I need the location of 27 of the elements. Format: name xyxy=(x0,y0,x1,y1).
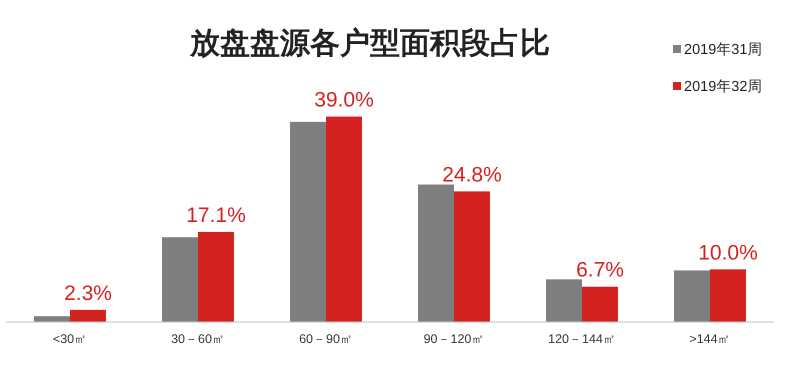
bar xyxy=(546,279,582,322)
data-label: 10.0% xyxy=(698,241,758,264)
bar xyxy=(582,286,618,322)
bar xyxy=(454,191,490,322)
bar xyxy=(162,237,198,322)
bar xyxy=(290,122,326,322)
x-tick-label: 90－120㎡ xyxy=(424,332,484,346)
legend-label: 2019年32周 xyxy=(684,78,762,95)
data-label: 39.0% xyxy=(314,88,374,112)
x-tick-label: 30－60㎡ xyxy=(171,332,225,346)
bar xyxy=(326,116,362,322)
bar xyxy=(198,232,234,322)
data-label: 24.8% xyxy=(442,163,502,186)
bar xyxy=(70,310,106,322)
bar xyxy=(418,184,454,322)
data-label: 6.7% xyxy=(576,258,624,282)
legend-label: 2019年31周 xyxy=(684,41,762,58)
bar xyxy=(710,269,746,322)
x-tick-label: <30㎡ xyxy=(52,332,88,346)
bar xyxy=(674,270,710,322)
x-tick-label: >144㎡ xyxy=(689,332,731,346)
data-label: 2.3% xyxy=(64,282,112,305)
data-label: 17.1% xyxy=(186,204,246,227)
x-tick-label: 120－144㎡ xyxy=(548,332,616,346)
bar xyxy=(34,316,70,322)
x-tick-label: 60－90㎡ xyxy=(299,332,353,346)
chart-title: 放盘盘源各户型面积段占比 xyxy=(189,26,550,60)
